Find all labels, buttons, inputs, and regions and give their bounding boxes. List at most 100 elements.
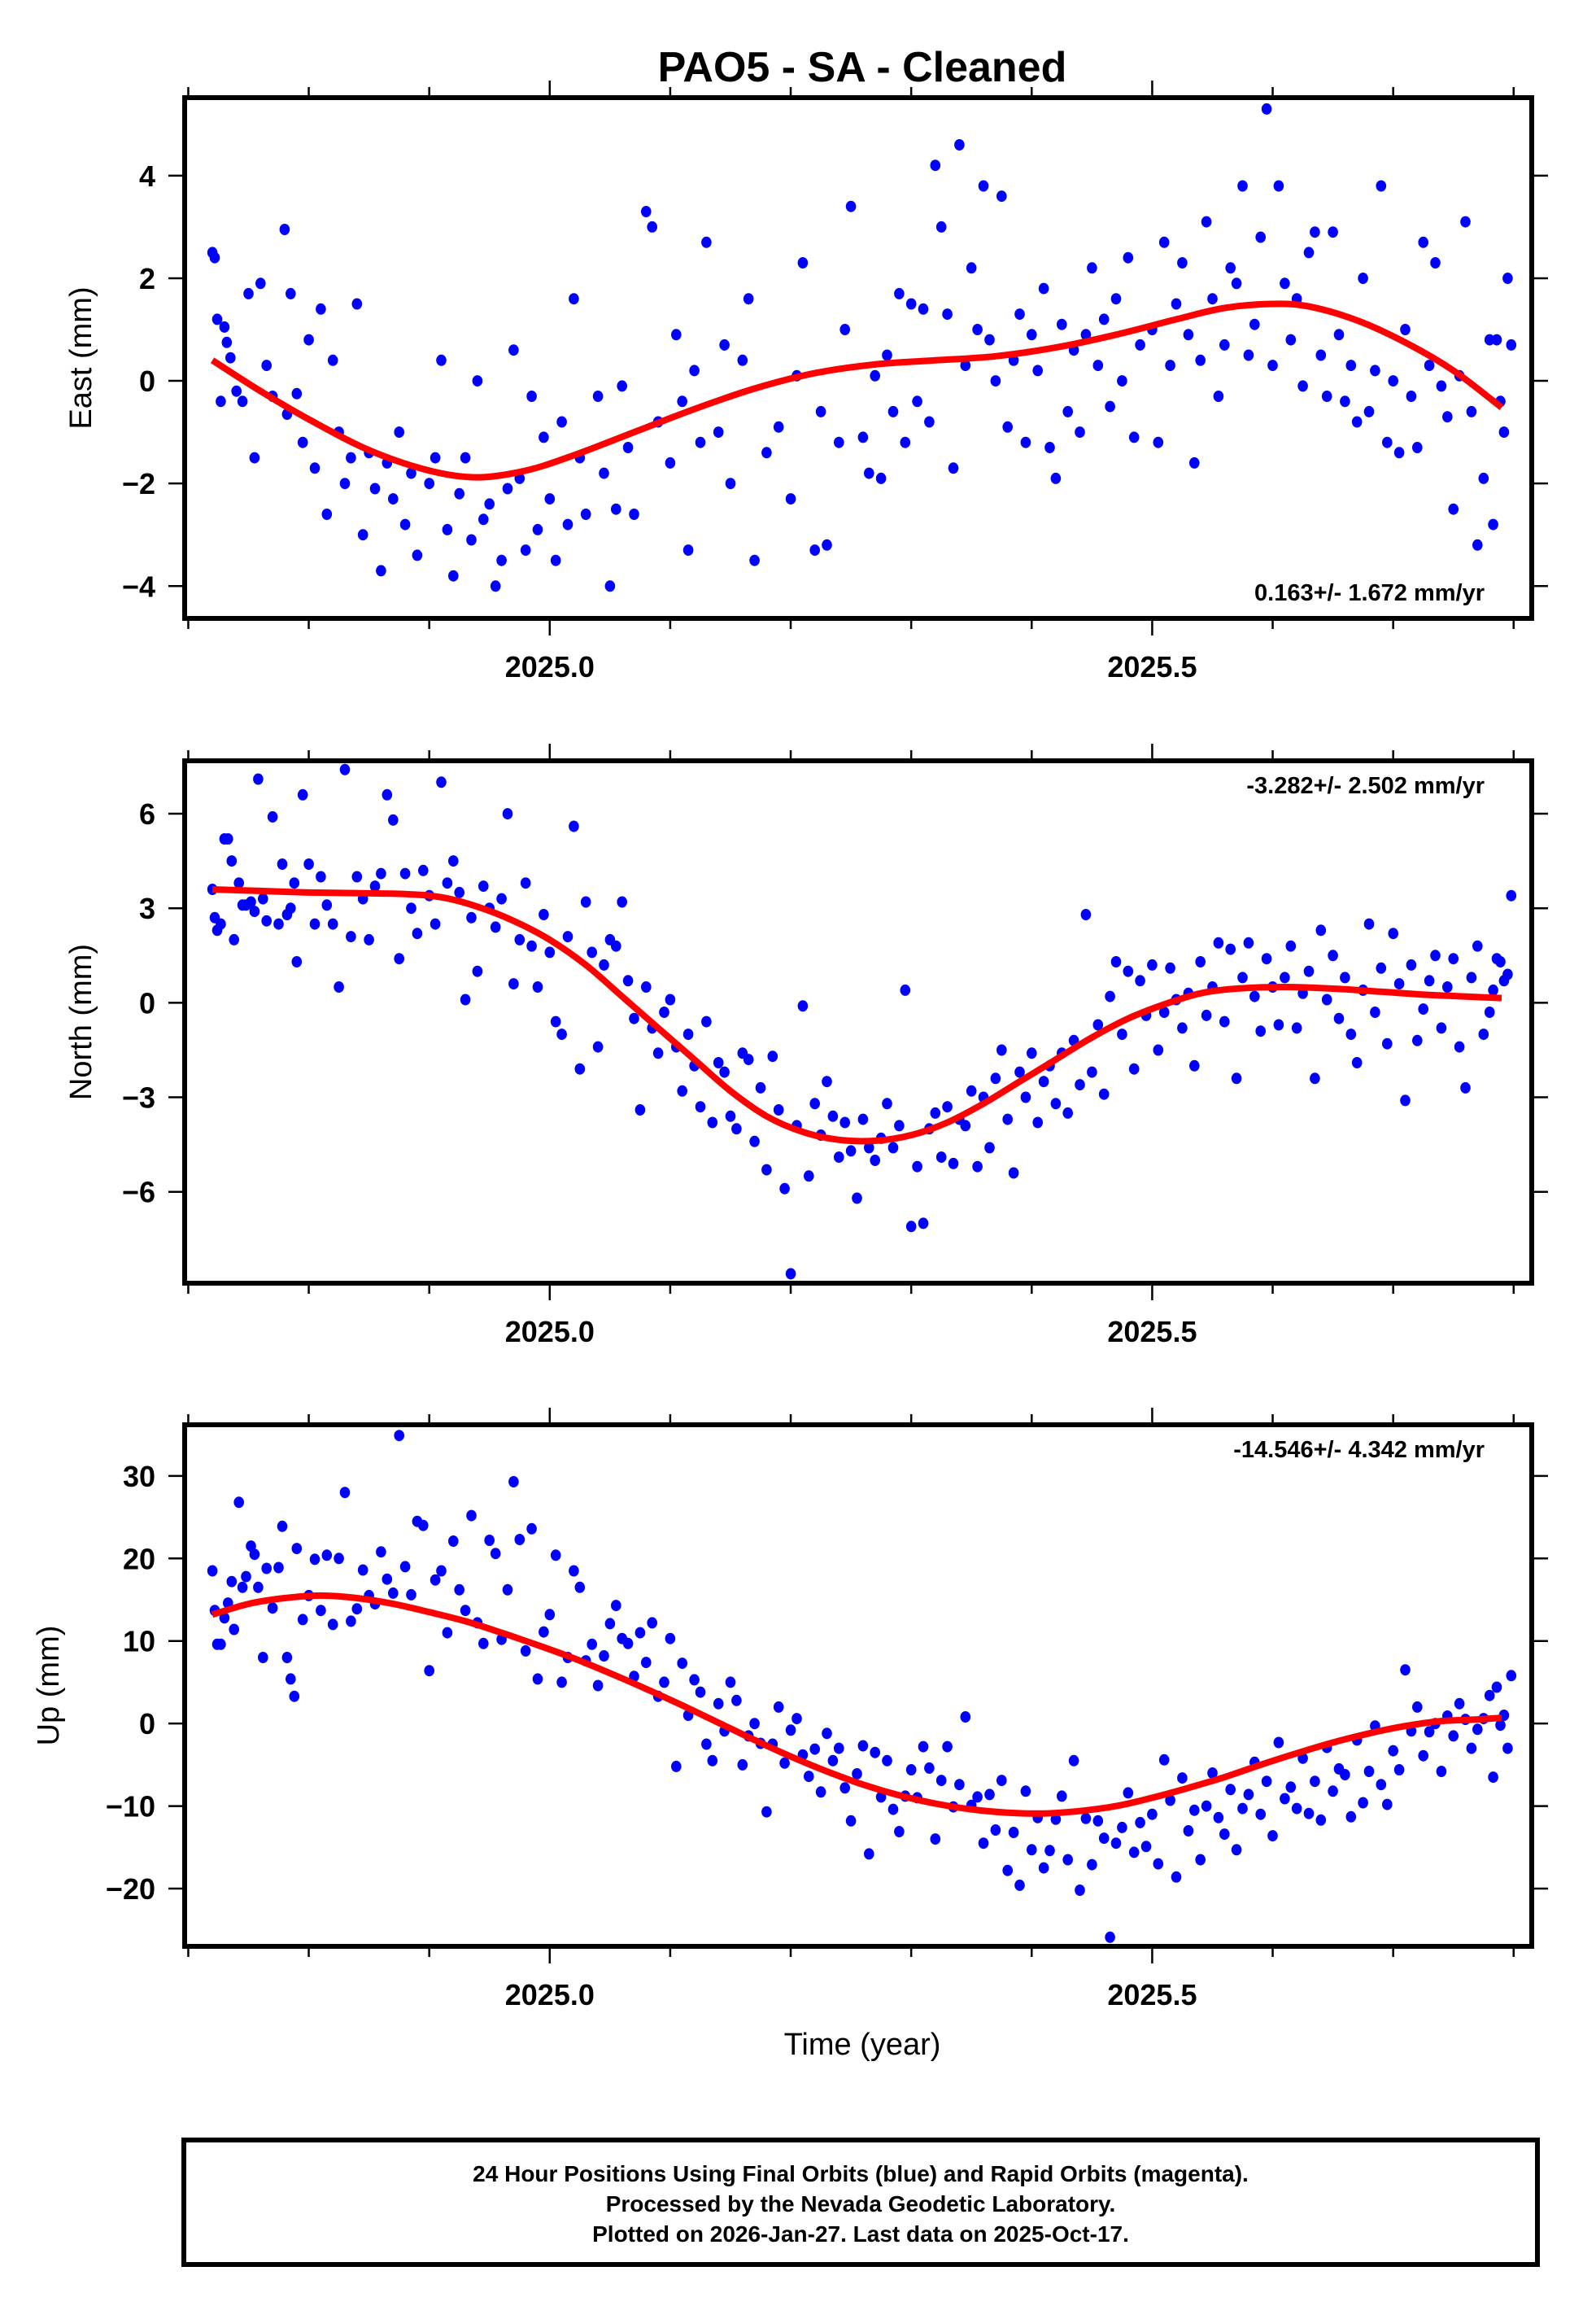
data-point (852, 1768, 862, 1780)
data-point (942, 308, 953, 321)
x-tick-label: 2025.0 (505, 1978, 595, 2011)
data-point (1237, 972, 1248, 984)
data-point (882, 1754, 892, 1767)
data-point (1020, 1785, 1031, 1797)
data-point (1448, 503, 1459, 515)
data-point (743, 293, 754, 305)
data-point (905, 1764, 917, 1775)
data-point (1219, 1015, 1230, 1028)
data-point (665, 1632, 676, 1644)
data-point (351, 298, 363, 310)
data-point (258, 1652, 268, 1663)
data-point (279, 224, 290, 235)
data-point (761, 1164, 772, 1176)
data-point (845, 1145, 857, 1157)
data-point (1393, 447, 1405, 459)
data-point (1027, 1047, 1037, 1059)
data-point (1189, 1804, 1200, 1816)
y-tick-label: 2 (139, 262, 155, 295)
data-point (550, 1549, 561, 1561)
data-point (1478, 1029, 1489, 1041)
data-point (785, 1724, 796, 1736)
data-point (418, 1519, 429, 1531)
y-tick-label: −20 (106, 1872, 155, 1906)
data-point (339, 478, 351, 490)
data-point (472, 965, 483, 977)
data-point (430, 452, 441, 464)
data-point (1135, 975, 1145, 987)
data-point (912, 395, 922, 408)
data-point (1027, 329, 1037, 341)
data-point (930, 1833, 941, 1845)
data-point (1370, 1007, 1380, 1018)
data-point (277, 858, 288, 870)
data-point (249, 1548, 260, 1561)
data-point (316, 871, 326, 883)
data-point (900, 436, 911, 448)
data-point (743, 1054, 754, 1066)
data-point (556, 1676, 567, 1688)
data-point (1213, 1811, 1224, 1823)
data-point (839, 324, 850, 335)
data-point (1315, 924, 1327, 937)
data-point (346, 1615, 356, 1627)
data-point (1273, 1736, 1284, 1749)
data-point (448, 855, 459, 867)
data-point (1424, 360, 1435, 372)
data-point (1472, 940, 1483, 952)
y-tick-label: −2 (122, 467, 155, 500)
data-point (1406, 391, 1417, 402)
data-point (809, 1098, 820, 1110)
data-point (834, 1151, 844, 1164)
data-point (508, 978, 519, 990)
data-point (478, 1637, 489, 1649)
y-tick-label: −3 (122, 1081, 155, 1115)
data-point (779, 1182, 790, 1194)
data-point (695, 1686, 706, 1698)
data-point (286, 287, 296, 299)
data-point (1117, 1029, 1127, 1041)
data-point (496, 554, 507, 566)
data-point (960, 1120, 971, 1132)
data-point (225, 352, 236, 364)
data-point (966, 1085, 977, 1097)
data-point (1310, 1775, 1320, 1788)
data-point (221, 336, 233, 348)
data-point (562, 518, 573, 531)
data-point (1261, 103, 1272, 115)
north-rate-label: -3.282+/- 2.502 mm/yr (1246, 773, 1485, 799)
data-point (839, 1116, 850, 1129)
data-point (1050, 1813, 1062, 1825)
data-point (339, 763, 351, 775)
data-point (1280, 972, 1290, 984)
data-point (327, 1618, 338, 1631)
data-point (1388, 375, 1398, 387)
data-point (1062, 1854, 1073, 1866)
data-point (1285, 1781, 1297, 1793)
data-point (978, 1837, 989, 1850)
data-point (412, 549, 423, 561)
data-point (1358, 273, 1368, 284)
data-point (1418, 236, 1428, 248)
data-point (599, 1650, 609, 1662)
data-point (1110, 956, 1122, 967)
north-fit-line (211, 886, 1502, 1145)
chart-title: PAO5 - SA - Cleaned (658, 44, 1067, 91)
y-tick-label: 30 (123, 1460, 155, 1493)
y-tick-label: −4 (122, 570, 155, 603)
data-point (1363, 405, 1375, 417)
data-point (1460, 216, 1471, 228)
data-point (659, 1007, 669, 1018)
data-point (539, 909, 549, 920)
data-point (1495, 1719, 1506, 1732)
footer-box: 24 Hour Positions Using Final Orbits (bl… (181, 2138, 1540, 2267)
data-point (466, 911, 477, 924)
data-point (725, 1676, 736, 1688)
data-point (1376, 180, 1387, 192)
data-point (647, 221, 657, 233)
data-point (677, 395, 687, 408)
data-point (478, 513, 489, 526)
data-point (948, 1157, 959, 1169)
data-point (1032, 1116, 1043, 1129)
x-axis-label: Time (year) (784, 2028, 941, 2062)
